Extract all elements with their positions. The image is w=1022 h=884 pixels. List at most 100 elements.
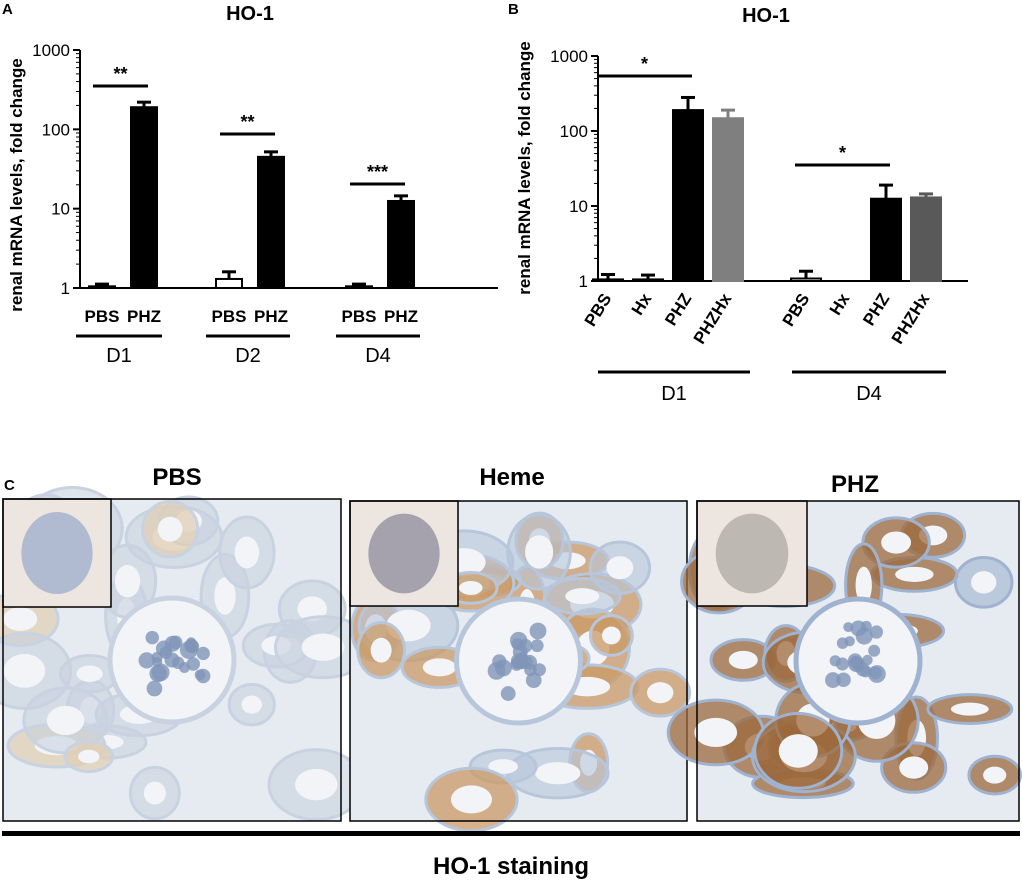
footer-label: HO-1 staining <box>433 853 589 880</box>
significance-label: *** <box>367 162 388 182</box>
tubule-lumen <box>157 516 183 542</box>
panel-letter-c: C <box>4 477 15 494</box>
glomerulus-nucleus <box>195 668 211 684</box>
micrograph-title-pbs: PBS <box>152 464 201 491</box>
category-label: PHZHx <box>690 290 736 348</box>
chart-a-title: HO-1 <box>226 3 274 25</box>
glomerulus-nucleus <box>146 680 163 697</box>
chart-b-title: HO-1 <box>742 5 790 27</box>
group-label: D1 <box>106 345 132 367</box>
chart-b-ylabel: renal mRNA levels, fold change <box>515 41 534 295</box>
bar <box>215 277 243 289</box>
bar <box>387 199 415 289</box>
glomerulus-nucleus <box>500 686 516 701</box>
glomerulus-nucleus <box>196 646 210 661</box>
glomerulus-nucleus <box>151 663 170 682</box>
tubule-lumen <box>895 566 934 583</box>
tubule-lumen <box>76 665 103 682</box>
micrograph-frame <box>349 500 688 822</box>
tubule-lumen <box>778 734 818 768</box>
glomerulus-nucleus <box>171 656 185 670</box>
glomerulus-nucleus <box>850 620 867 637</box>
category-label: PHZ <box>384 307 418 326</box>
tubule-lumen <box>234 536 260 569</box>
tubule-lumen <box>606 556 634 580</box>
y-tick-label: 1000 <box>550 47 588 66</box>
tubule-lumen <box>565 588 600 605</box>
tubule-lumen <box>301 633 345 661</box>
glomerulus-nucleus <box>843 622 854 633</box>
category-label: PBS <box>779 290 814 330</box>
significance-label: ** <box>240 112 254 132</box>
tubule-lumen <box>370 637 392 663</box>
tubule-lumen <box>450 785 493 814</box>
bar <box>910 196 942 283</box>
glomerulus-nucleus <box>145 630 160 645</box>
y-tick-label: 100 <box>560 122 588 141</box>
chart-b: HO-1 renal mRNA levels, fold change 1 10 1… <box>515 5 968 405</box>
tubule-lumen <box>297 596 328 622</box>
micrograph-phz: PHZ <box>666 471 1022 822</box>
category-label: PHZ <box>859 290 893 329</box>
footer-rule <box>2 831 1020 836</box>
category-label: PHZ <box>127 307 161 326</box>
group-label: D4 <box>365 345 391 367</box>
category-label: Hx <box>628 290 656 319</box>
group-label: D4 <box>856 383 882 405</box>
bar <box>257 155 285 289</box>
y-tick-label: 10 <box>569 197 588 216</box>
y-tick-label: 1 <box>579 272 588 291</box>
glomerulus-nucleus <box>867 665 886 683</box>
category-label: PBS <box>342 307 377 326</box>
bar <box>130 106 158 289</box>
tubule-lumen <box>488 759 518 774</box>
glomerulus-nucleus <box>186 637 197 648</box>
micrograph-frame <box>2 498 342 822</box>
glomerulus-nucleus <box>829 655 841 667</box>
micrograph-heme: Heme <box>349 464 692 833</box>
inset-tissue-section <box>21 511 93 595</box>
glomerulus-nucleus <box>525 672 542 689</box>
y-tick-label: 10 <box>51 200 70 219</box>
tubule-lumen <box>143 781 166 805</box>
bar <box>632 278 664 282</box>
glomerulus-nucleus <box>825 672 841 688</box>
micrograph-title-phz: PHZ <box>831 471 879 498</box>
glomerulus-nucleus <box>868 644 881 657</box>
y-tick-label: 100 <box>42 120 70 139</box>
chart-a: HO-1 renal mRNA levels, fold change 1 10 1… <box>7 3 498 367</box>
tubule-lumen <box>525 535 554 569</box>
tubule-lumen <box>971 571 997 594</box>
tubule-lumen <box>114 564 141 598</box>
glomerulus-nucleus <box>138 652 155 669</box>
glomerulus-nucleus <box>862 654 873 666</box>
glomerulus-nucleus <box>168 635 183 650</box>
tubule-lumen <box>647 682 674 704</box>
inset-tissue-section <box>368 513 440 594</box>
significance-label: ** <box>113 64 127 84</box>
category-label: PBS <box>85 307 120 326</box>
tubule-lumen <box>601 626 621 645</box>
glomerulus-nucleus <box>524 663 537 677</box>
bar <box>345 285 373 289</box>
glomerulus-nucleus <box>186 657 201 671</box>
tubule-lumen <box>458 580 483 595</box>
bar <box>672 109 704 283</box>
glomerulus-nucleus <box>836 637 849 649</box>
significance-label: * <box>641 54 648 74</box>
tubule-lumen <box>950 702 989 716</box>
y-tick-label: 1000 <box>32 41 70 60</box>
glomerulus-nucleus <box>850 655 862 667</box>
tubule-lumen <box>694 717 738 748</box>
bar <box>712 117 744 282</box>
tubule-lumen <box>899 756 929 779</box>
glomerulus-nucleus <box>529 622 547 640</box>
tubule-lumen <box>214 577 236 615</box>
inset-tissue-section <box>715 513 789 594</box>
tubule-lumen <box>241 695 262 714</box>
group-label: D1 <box>661 383 687 405</box>
bar <box>592 278 624 282</box>
chart-a-ylabel: renal mRNA levels, fold change <box>7 58 26 312</box>
glomerulus-nucleus <box>510 658 523 671</box>
